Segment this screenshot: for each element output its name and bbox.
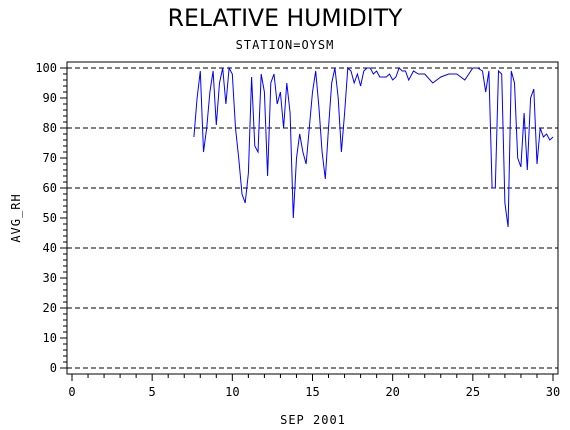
reference-lines — [67, 67, 558, 369]
y-tick-label: 80 — [43, 121, 57, 135]
y-tick-label: 30 — [43, 271, 57, 285]
y-tick-label: 40 — [43, 241, 57, 255]
plot-frame — [66, 61, 559, 375]
y-tick-label: 70 — [43, 151, 57, 165]
y-tick-label: 0 — [50, 361, 57, 375]
y-tick-label: 50 — [43, 211, 57, 225]
x-tick-label: 15 — [305, 385, 319, 399]
x-axis: 0 5 10 15 20 25 30 — [68, 374, 560, 399]
series-line — [193, 66, 554, 228]
y-tick-label: 10 — [43, 331, 57, 345]
y-tick-label: 100 — [35, 61, 57, 75]
chart-subtitle: STATION=OYSM — [235, 38, 335, 52]
y-axis: 0 10 20 30 40 50 60 70 80 90 100 — [35, 61, 67, 375]
x-tick-label: 30 — [546, 385, 560, 399]
y-axis-label: AVG_RH — [9, 193, 23, 242]
x-tick-label: 0 — [68, 385, 75, 399]
y-tick-label: 60 — [43, 181, 57, 195]
x-tick-label: 25 — [466, 385, 480, 399]
x-tick-label: 10 — [225, 385, 239, 399]
chart-title: RELATIVE HUMIDITY — [167, 4, 403, 32]
y-tick-label: 20 — [43, 301, 57, 315]
series-group — [193, 66, 554, 228]
x-tick-label: 20 — [385, 385, 399, 399]
x-axis-label: SEP 2001 — [280, 413, 346, 427]
x-tick-label: 5 — [149, 385, 156, 399]
y-tick-label: 90 — [43, 91, 57, 105]
